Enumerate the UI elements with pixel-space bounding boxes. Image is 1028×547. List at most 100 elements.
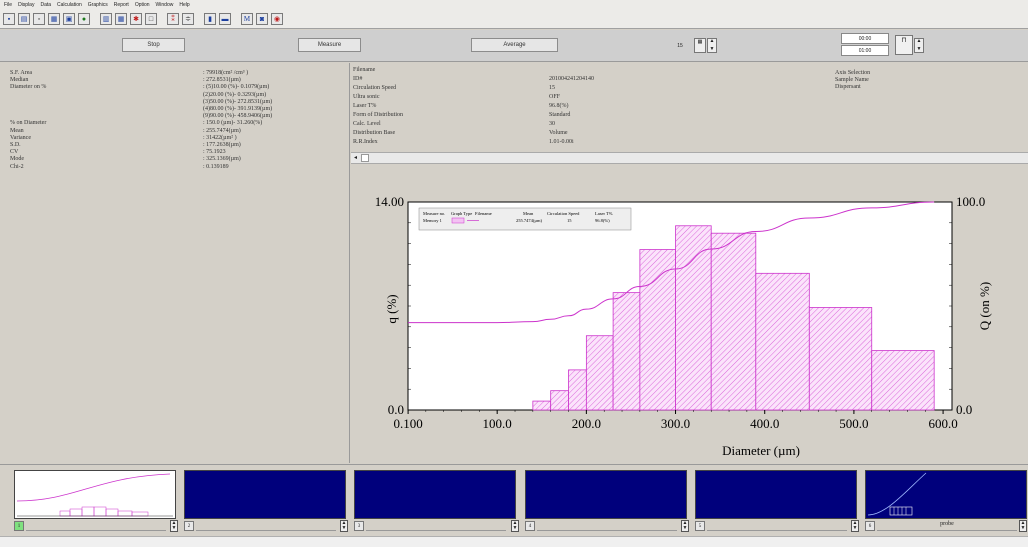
save-icon[interactable]: ▪ bbox=[3, 12, 15, 25]
distribution-bar bbox=[755, 272, 810, 411]
cell-status-icon: ⊓ bbox=[895, 35, 913, 55]
thumbnail-6-stepper[interactable]: ▲ ▼ bbox=[1019, 520, 1027, 532]
info-value: 201004241204140 bbox=[549, 76, 594, 82]
menu-item-calculation[interactable]: Calculation bbox=[57, 1, 82, 8]
stop-record-icon[interactable]: ◉ bbox=[271, 12, 283, 25]
sample-icon[interactable]: ◙ bbox=[256, 12, 268, 25]
thumbnail-2-stepper[interactable]: ▲ ▼ bbox=[340, 520, 348, 532]
info-label: Laser T% bbox=[353, 103, 377, 109]
info-label: Calc. Level bbox=[353, 121, 381, 127]
table-icon[interactable]: ▥ bbox=[100, 12, 112, 25]
y2-axis-label: Q (on %) bbox=[977, 282, 992, 330]
distribution-chart-area: 0.100 100.0 200.0 300.0 400.0 500.0 600.0 0.0 14… bbox=[351, 164, 1028, 464]
average-button[interactable]: Average bbox=[471, 38, 558, 52]
database-icon[interactable]: ● bbox=[78, 12, 90, 25]
result-value: (3)50.00 (%)- 272.8531(µm) bbox=[203, 98, 273, 105]
time-top-field[interactable]: 00:00 bbox=[841, 33, 889, 44]
thumbnail-4-caption bbox=[537, 521, 677, 531]
menu-item-option[interactable]: Option bbox=[134, 1, 150, 8]
result-value: : 79918(cm² /cm³ ) bbox=[203, 70, 249, 76]
menu-item-file[interactable]: File bbox=[4, 1, 13, 8]
time-stepper[interactable]: ▲ ▼ bbox=[914, 38, 924, 53]
memory-thumbnails: 1 ▲ ▼ 2 ▲ ▼ 3 ▲ ▼ 4 ▲ ▼ 5 ▲ ▼ 6 probe ▲ ▼ bbox=[0, 464, 1028, 547]
count-value: 15 bbox=[677, 42, 683, 49]
menu-item-data[interactable]: Data bbox=[40, 1, 52, 8]
result-value: : 31422(µm² ) bbox=[203, 134, 237, 141]
thumbnail-4-number[interactable]: 4 bbox=[525, 521, 535, 531]
y-axis-label: q (%) bbox=[384, 294, 399, 323]
stop-button[interactable]: Stop bbox=[122, 38, 185, 52]
time-bottom-field[interactable]: 01:00 bbox=[841, 45, 889, 56]
menu-item-graphics[interactable]: Graphics bbox=[87, 1, 108, 8]
thumbnail-6-preview bbox=[867, 472, 927, 516]
chart-settings-icon[interactable]: ✱ bbox=[130, 12, 142, 25]
thumbnail-4[interactable] bbox=[525, 470, 687, 519]
thumbnail-1[interactable] bbox=[14, 470, 176, 519]
menu-item-help[interactable]: Help bbox=[179, 1, 190, 8]
thumbnail-5-number[interactable]: 5 bbox=[695, 521, 705, 531]
legend-header-measure: Measure no. bbox=[423, 211, 445, 216]
thumbnail-1-stepper[interactable]: ▲ ▼ bbox=[170, 520, 178, 532]
thumbnail-1-caption bbox=[26, 521, 166, 531]
distribution-icon[interactable]: ⁑ bbox=[167, 12, 179, 25]
info-value: 30 bbox=[549, 121, 555, 127]
tab-graph[interactable] bbox=[361, 154, 369, 162]
distribution-bar bbox=[612, 292, 641, 411]
thumbnail-6[interactable] bbox=[865, 470, 1027, 519]
thumbnail-4-stepper[interactable]: ▲ ▼ bbox=[681, 520, 689, 532]
info-label: Ultra sonic bbox=[353, 94, 380, 100]
thumbnail-3-caption bbox=[366, 521, 506, 531]
x-tick-label: 600.0 bbox=[928, 416, 957, 431]
y-tick-label: 14.00 bbox=[375, 194, 404, 209]
cumulative-curve bbox=[408, 201, 935, 324]
chart-legend: Measure no. Graph Type Filename Mean Cir… bbox=[418, 207, 632, 231]
bar-graph-icon[interactable]: ▮ bbox=[204, 12, 216, 25]
thumbnail-6-number[interactable]: 6 bbox=[865, 521, 875, 531]
thumbnail-3-stepper[interactable]: ▲ ▼ bbox=[511, 520, 519, 532]
result-label: S.F. Area bbox=[10, 70, 33, 76]
overlay-icon[interactable]: ▬ bbox=[219, 12, 231, 25]
result-label: CV bbox=[10, 149, 19, 156]
axis-selection-label: Axis Selection bbox=[835, 70, 871, 76]
thumbnail-3[interactable] bbox=[354, 470, 516, 519]
dispersant-label: Dispersant bbox=[835, 84, 861, 90]
print-preview-icon[interactable]: ▫ bbox=[33, 12, 45, 25]
result-label: Mean bbox=[10, 127, 24, 134]
thumbnail-5[interactable] bbox=[695, 470, 857, 519]
x-tick-label: 0.100 bbox=[393, 416, 422, 431]
tab-scroll-left-icon[interactable]: ◂ bbox=[354, 155, 358, 161]
x-tick-label: 200.0 bbox=[572, 416, 601, 431]
x-axis-label: Diameter (µm) bbox=[722, 443, 800, 458]
menu-item-display[interactable]: Display bbox=[18, 1, 35, 8]
count-stepper[interactable]: ▲ ▼ bbox=[707, 38, 717, 53]
print-icon[interactable]: ▦ bbox=[48, 12, 60, 25]
legend-header-graph-type: Graph Type bbox=[451, 211, 472, 216]
export-icon[interactable]: ▣ bbox=[63, 12, 75, 25]
grid-icon[interactable]: ▦ bbox=[115, 12, 127, 25]
graph-tab-strip: ◂ bbox=[351, 152, 1028, 164]
thumbnail-1-number[interactable]: 1 bbox=[14, 521, 24, 531]
menu-item-window[interactable]: Window bbox=[155, 1, 174, 8]
menu-item-report[interactable]: Report bbox=[113, 1, 129, 8]
legend-value-measure: Memory 1 bbox=[423, 218, 442, 223]
distribution-bar bbox=[710, 232, 757, 411]
thumbnail-2[interactable] bbox=[184, 470, 346, 519]
x-tick-label: 100.0 bbox=[483, 416, 512, 431]
open-icon[interactable]: ▤ bbox=[18, 12, 30, 25]
count-display-icon: ▦ bbox=[694, 38, 706, 53]
result-value: : 325.1369(µm) bbox=[203, 156, 241, 163]
info-label: Distribution Base bbox=[353, 130, 396, 136]
control-strip: Stop Measure Average 15 ▦ ▲ ▼ 00:00 01:00… bbox=[0, 30, 1028, 62]
thumbnail-6-caption: probe bbox=[877, 521, 1017, 531]
thumbnail-2-number[interactable]: 2 bbox=[184, 521, 194, 531]
blank-page-icon[interactable]: □ bbox=[145, 12, 157, 25]
result-value: : 0.139189 bbox=[203, 163, 229, 170]
legend-header-laser: Laser T% bbox=[595, 211, 613, 216]
thumbnail-5-stepper[interactable]: ▲ ▼ bbox=[851, 520, 859, 532]
measure-button[interactable]: Measure bbox=[298, 38, 361, 52]
menu-bar: File Display Data Calculation Graphics R… bbox=[0, 0, 1028, 9]
scale-icon[interactable]: ≑ bbox=[182, 12, 194, 25]
legend-header-circulation: Circulation Speed bbox=[547, 211, 580, 216]
thumbnail-3-number[interactable]: 3 bbox=[354, 521, 364, 531]
memory-icon[interactable]: M bbox=[241, 12, 253, 25]
